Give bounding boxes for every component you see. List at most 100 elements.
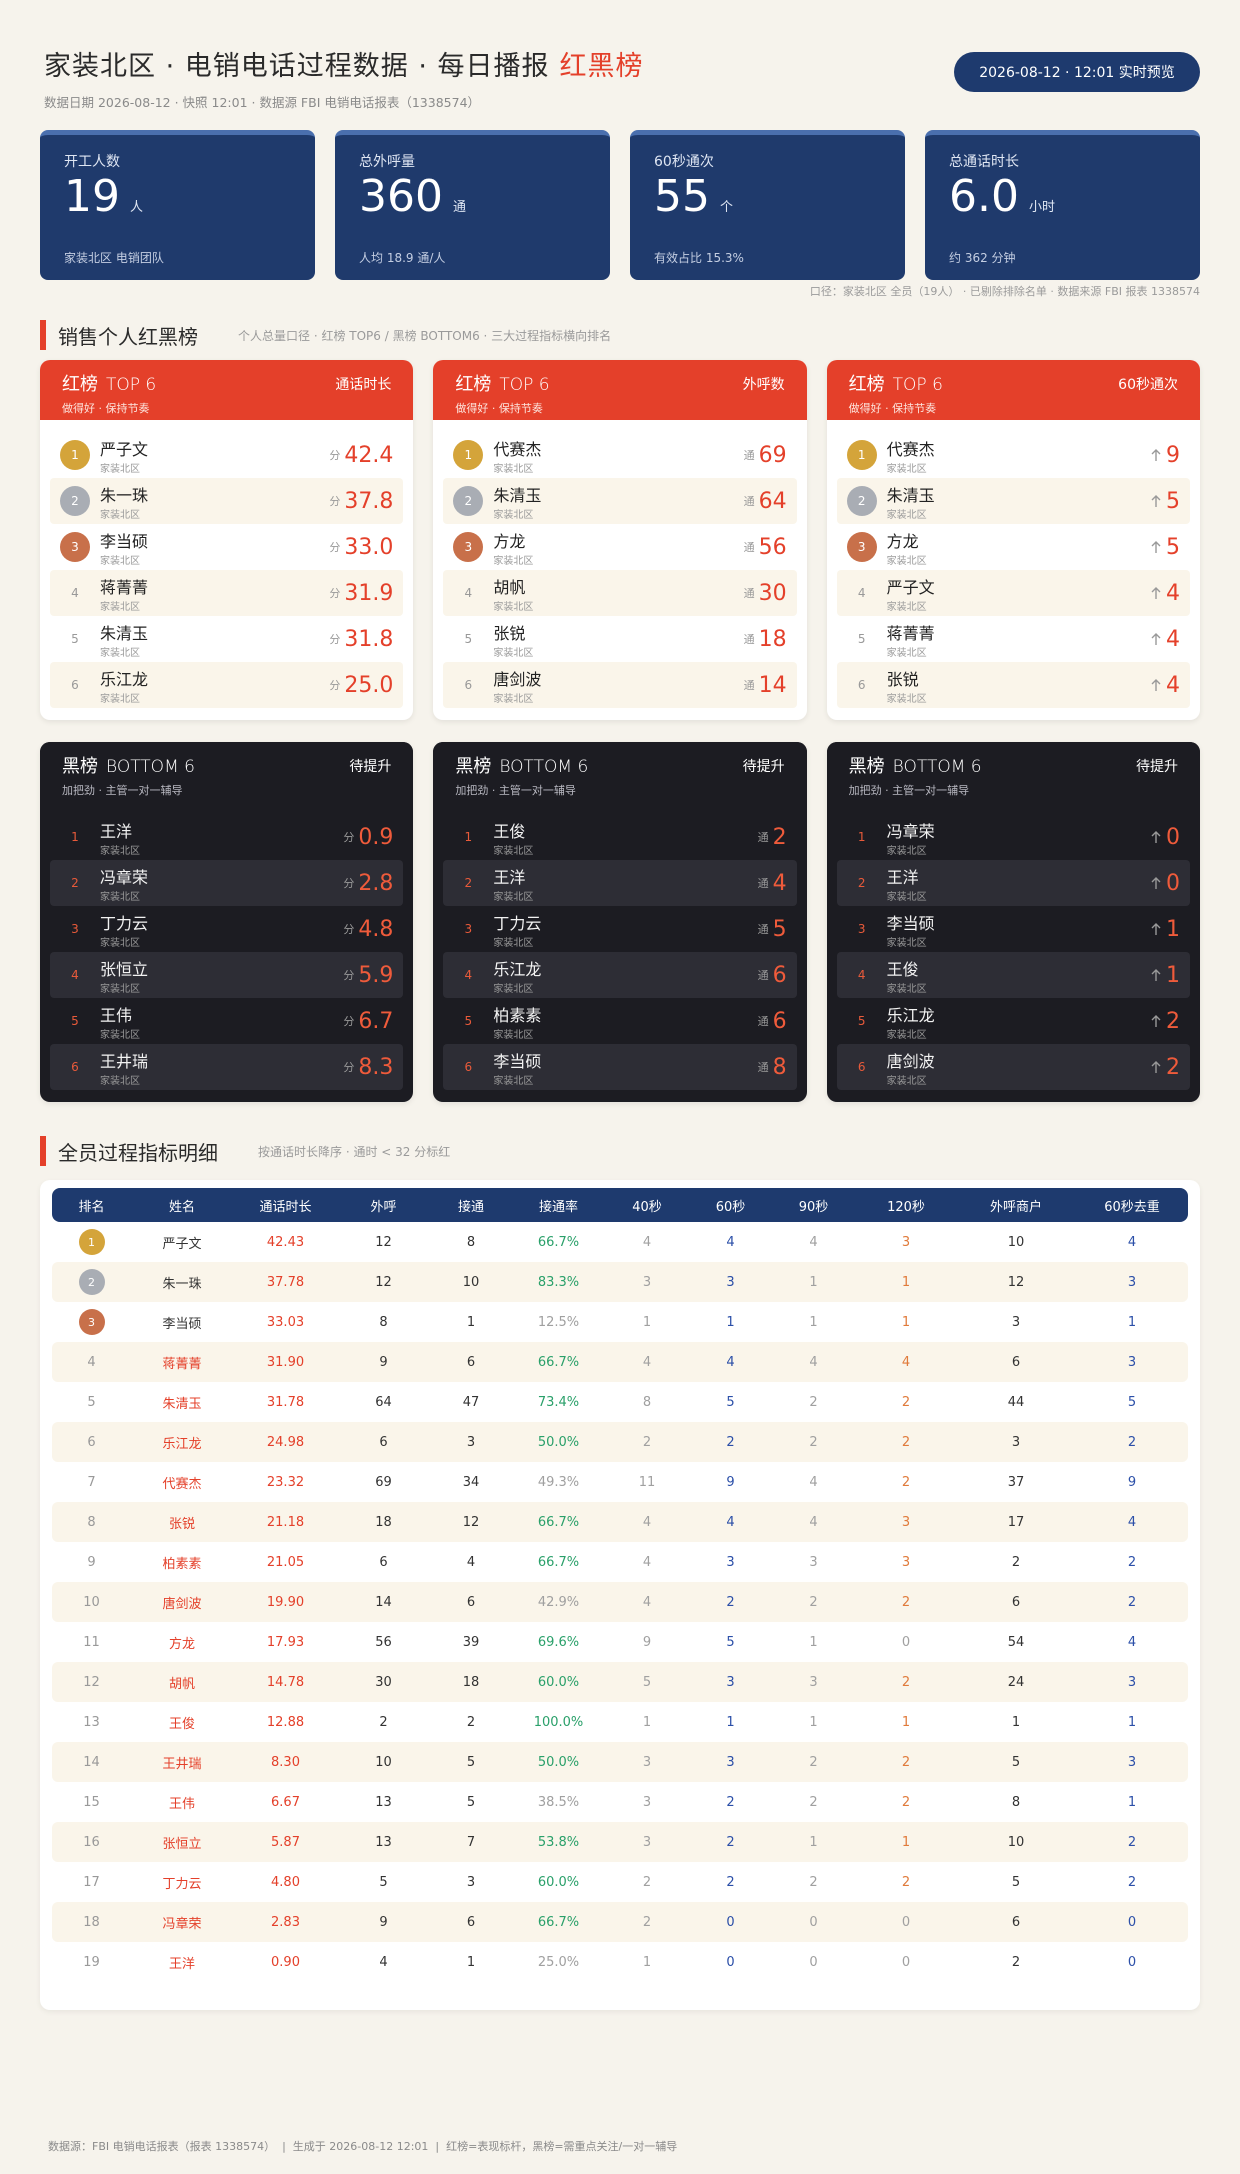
cell-text: 4	[379, 1954, 388, 1970]
cell-text: 1	[1127, 1794, 1137, 1810]
table-cell: 1	[604, 1302, 690, 1342]
table-cell: 5	[338, 1862, 429, 1902]
kpi-value: 55	[654, 171, 710, 222]
cell-text: 王伟	[168, 1796, 195, 1812]
person-name: 张锐	[493, 623, 526, 643]
table-row: 19 王洋 0.90 4 1 25.0% 1 0 0 0 2 0	[52, 1942, 1188, 1982]
table-cell: 2	[1076, 1542, 1188, 1582]
cell-text: 4	[809, 1234, 818, 1250]
table-row: 6 乐江龙 24.98 6 3 50.0% 2 2 2 2 3 2	[52, 1422, 1188, 1462]
table-cell: 47	[429, 1382, 513, 1422]
board-value: 4	[772, 870, 787, 896]
cell-text: 13	[375, 1834, 392, 1850]
rank: 4	[464, 586, 473, 600]
cell-text: 19.90	[266, 1594, 305, 1610]
table-cell: 张恒立	[131, 1822, 233, 1862]
board-value: 31.8	[344, 626, 394, 652]
rank: 4	[464, 968, 473, 982]
table-cell: 66.7%	[513, 1542, 604, 1582]
person-region: 家装北区	[493, 555, 534, 567]
board-title: 黑榜	[455, 756, 492, 777]
cell-text: 66.7%	[537, 1914, 580, 1930]
person-region: 家装北区	[886, 555, 927, 567]
person: 丁力云 家装北区	[100, 910, 343, 949]
board-value: 30	[758, 580, 787, 606]
board-body: 1 冯章荣 家装北区 0 2 王洋 家装北区 0 3 李当硕 家装北区 1 4 王俊 家装北区 1 5 乐江龙 家装…	[827, 802, 1200, 1102]
table-cell: 3	[856, 1502, 956, 1542]
cell-text: 1	[901, 1314, 911, 1330]
cell-text: 14	[83, 1754, 100, 1770]
board-value: 0.9	[358, 824, 394, 850]
table-cell: 4	[771, 1342, 856, 1382]
cell-text: 张恒立	[162, 1836, 202, 1852]
cell-text: 3	[1011, 1434, 1021, 1450]
cell-text: 8	[87, 1514, 96, 1530]
person-name: 胡帆	[493, 577, 526, 597]
cell-text: 4	[809, 1474, 818, 1490]
cell-text: 18	[375, 1514, 392, 1530]
cell-text: 2	[809, 1394, 818, 1410]
table-cell: 胡帆	[131, 1662, 233, 1702]
table-cell: 3	[690, 1742, 771, 1782]
kpi-value-line: 6.0 小时	[949, 173, 1176, 232]
cell-text: 胡帆	[168, 1676, 195, 1692]
table-cell: 3	[1076, 1662, 1188, 1702]
table-cell: 5	[690, 1382, 771, 1422]
person-region: 家装北区	[493, 845, 534, 857]
red-board: 红榜 TOP 6 做得好 · 保持节奏 60秒通次 1 代赛杰 家装北区 9 2 朱清玉 家装北区 5…	[826, 360, 1200, 720]
cell-text: 4	[726, 1514, 735, 1530]
cell-text: 17	[83, 1874, 100, 1890]
board-value: 2	[772, 824, 787, 850]
kpi-unit: 人	[130, 200, 144, 215]
table-cell: 1	[429, 1302, 513, 1342]
table-cell: 9	[1076, 1462, 1188, 1502]
table-cell: 2	[856, 1382, 956, 1422]
table-cell: 3	[956, 1422, 1076, 1462]
person-name: 乐江龙	[100, 669, 149, 689]
board-value: 9	[1166, 442, 1180, 468]
table-cell: 1	[771, 1262, 856, 1302]
value-unit: 分	[343, 1015, 355, 1028]
cell-text: 1	[901, 1714, 911, 1730]
kpi-unit: 个	[720, 200, 734, 215]
cell-text: 王洋	[168, 1956, 195, 1972]
cell-text: 24	[1007, 1674, 1025, 1690]
table-cell: 3	[604, 1782, 690, 1822]
table-cell: 4	[604, 1502, 690, 1542]
cell-text: 2	[901, 1434, 911, 1450]
person: 严子文 家装北区	[887, 574, 1150, 613]
table-cell: 100.0%	[513, 1702, 604, 1742]
cell-text: 9	[642, 1634, 652, 1650]
rank: 2	[453, 486, 484, 516]
table-cell: 0	[690, 1902, 771, 1942]
board-metric: 待提升	[349, 759, 392, 775]
value-unit: 通	[757, 831, 769, 844]
cell-text: 3	[901, 1514, 911, 1530]
table-cell: 13	[338, 1782, 429, 1822]
cell-text: 100.0%	[533, 1714, 584, 1730]
kpi-row: 开工人数 19 人家装北区 电销团队 总外呼量 360 通人均 18.9 通/人 60秒通次…	[40, 130, 1200, 280]
cell-text: 1	[1127, 1714, 1137, 1730]
cell-text: 30	[375, 1674, 392, 1690]
person: 李当硕 家装北区	[493, 1048, 757, 1087]
cell-text: 1	[466, 1954, 476, 1970]
table-cell: 3	[604, 1822, 690, 1862]
cell-text: 3	[1127, 1754, 1137, 1770]
table-cell: 1	[429, 1942, 513, 1982]
table-cell: 代赛杰	[131, 1462, 233, 1502]
person-region: 家装北区	[100, 983, 140, 995]
table-cell: 4	[856, 1342, 956, 1382]
cell-text: 69.6%	[537, 1634, 580, 1650]
table-cell: 柏素素	[131, 1542, 233, 1582]
kpi-value-line: 19 人	[64, 173, 291, 232]
cell-text: 73.4%	[537, 1394, 580, 1410]
table-cell: 14	[338, 1582, 429, 1622]
cell-text: 14	[375, 1594, 392, 1610]
kpi-unit: 通	[452, 200, 466, 215]
person: 李当硕 家装北区	[887, 910, 1150, 949]
footer: 数据源：FBI 电销电话报表（报表 1338574） | 生成于 2026-08…	[48, 2140, 678, 2153]
cell-text: 17.93	[266, 1634, 305, 1650]
cell-text: 王俊	[168, 1716, 195, 1732]
cell-text: 50.0%	[537, 1754, 580, 1770]
person-name: 朱一珠	[100, 485, 149, 505]
